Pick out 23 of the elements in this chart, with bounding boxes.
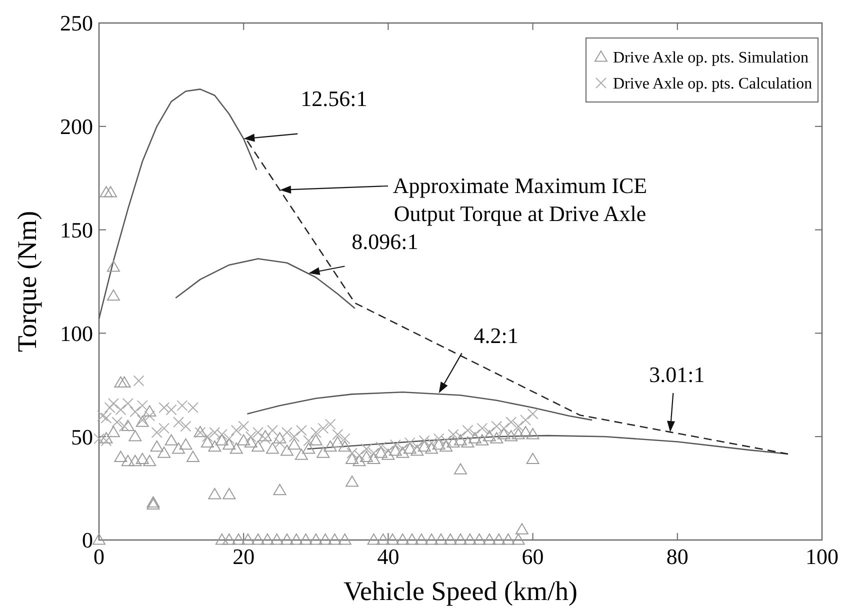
x-axis-title: Vehicle Speed (km/h): [344, 576, 578, 606]
annotation: 4.2:1: [474, 323, 518, 348]
x-tick-label: 100: [806, 544, 838, 569]
annotation: 3.01:1: [649, 362, 705, 388]
annotation: Approximate Maximum ICE Output Torque at Drive Axle: [392, 173, 648, 226]
line-series: [98, 88, 258, 320]
annotation: 12.56:1: [300, 86, 368, 111]
legend-label: Drive Axle op. pts. Calculation: [613, 76, 812, 93]
x-tick-label: 20: [232, 544, 255, 569]
y-tick-label: 50: [71, 424, 93, 450]
x-tick-label: 60: [522, 544, 544, 569]
x-tick-label: 80: [666, 544, 688, 569]
y-tick-label: 100: [60, 320, 93, 346]
line-series: [246, 391, 593, 421]
y-tick-label: 250: [60, 10, 93, 36]
y-tick-label: 0: [82, 528, 93, 553]
x-tick-label: 40: [377, 544, 400, 569]
y-axis-title: Torque (Nm): [12, 210, 42, 352]
annotation: 8.096:1: [352, 229, 418, 254]
legend-label: Drive Axle op. pts. Simulation: [613, 50, 809, 67]
y-tick-label: 150: [60, 218, 93, 242]
line-series: [174, 258, 356, 310]
y-tick-label: 200: [60, 114, 93, 140]
